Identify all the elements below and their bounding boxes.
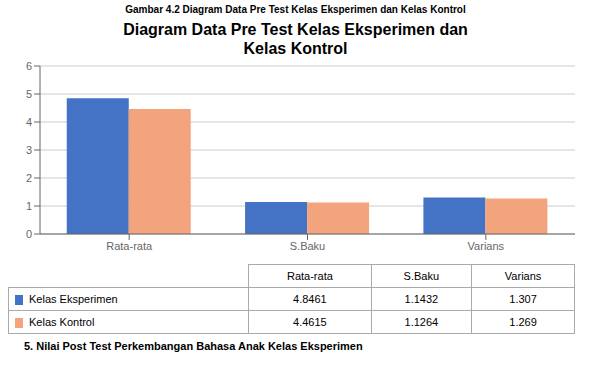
svg-text:4: 4: [26, 116, 32, 128]
html-text:Gambar 4.2 Diagram Data Pre Te: Gambar 4.2 Diagram Data Pre Test Kelas E…: [125, 4, 466, 15]
html-text:4.8461: 4.8461: [293, 293, 327, 305]
html-text:5. Nilai Post Test Perkembanga: 5. Nilai Post Test Perkembangan Bahasa A…: [24, 340, 363, 352]
html-text:4.4615: 4.4615: [293, 316, 327, 328]
html-text:1.307: 1.307: [509, 293, 537, 305]
svg-text:Varians: Varians: [468, 240, 505, 252]
html-text:Kelas Kontrol: Kelas Kontrol: [243, 40, 348, 57]
svg-text:Rata-rata: Rata-rata: [106, 240, 153, 252]
html-text:1.1432: 1.1432: [404, 293, 439, 305]
html-text:Varians: Varians: [504, 270, 542, 282]
svg-text:5: 5: [26, 88, 32, 100]
svg-text:S.Baku: S.Baku: [290, 240, 325, 252]
html-text:1.269: 1.269: [509, 316, 537, 328]
html-text:1.1264: 1.1264: [404, 316, 439, 328]
svg-text:3: 3: [26, 144, 32, 156]
svg-text:0: 0: [26, 228, 32, 240]
html-text:S.Baku: S.Baku: [403, 270, 440, 282]
html-text:Kelas Eksperimen: Kelas Eksperimen: [29, 293, 118, 305]
html-text:Kelas Kontrol: Kelas Kontrol: [29, 316, 95, 328]
svg-text:2: 2: [26, 172, 32, 184]
svg-text:6: 6: [26, 60, 32, 72]
html-text:Rata-rata: Rata-rata: [287, 270, 333, 282]
svg-text:1: 1: [26, 200, 32, 212]
html-text:Diagram Data Pre Test Kelas Ek: Diagram Data Pre Test Kelas Eksperimen d…: [123, 21, 468, 38]
